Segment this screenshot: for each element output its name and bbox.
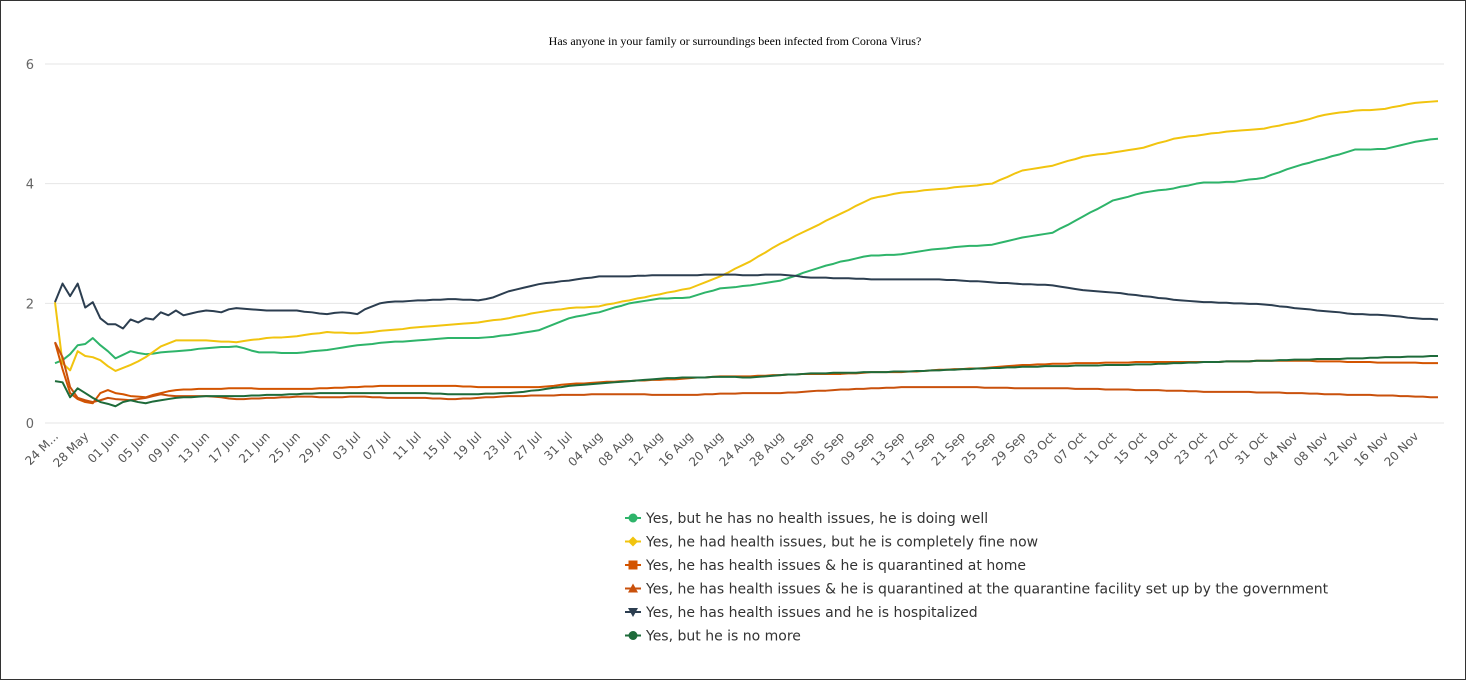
legend-marker: [628, 560, 638, 570]
legend-item: Yes, he has health issues & he is quaran…: [625, 582, 1329, 598]
legend-label: Yes, but he is no more: [645, 629, 801, 645]
series-line: [54, 273, 1439, 330]
legend-marker: [628, 583, 638, 593]
legend-label: Yes, he had health issues, but he is com…: [645, 535, 1038, 551]
legend-marker: [628, 536, 638, 547]
legend-marker: [628, 608, 638, 617]
series-line: [54, 341, 1438, 404]
y-tick-label: 6: [26, 58, 34, 73]
legend-label: Yes, he has health issues & he is quaran…: [645, 558, 1026, 574]
legend-item: Yes, he has health issues and he is hosp…: [625, 605, 978, 621]
legend-item: Yes, but he is no more: [625, 629, 801, 645]
series-line: [54, 354, 1438, 408]
y-tick-label: 4: [26, 178, 34, 193]
y-tick-label: 2: [26, 297, 34, 312]
y-tick-label: 0: [26, 417, 34, 432]
series-line: [54, 137, 1439, 365]
legend-item: Yes, he has health issues & he is quaran…: [625, 558, 1026, 574]
series-line: [54, 100, 1439, 372]
legend-label: Yes, he has health issues & he is quaran…: [645, 582, 1329, 598]
chart-title: Has anyone in your family or surrounding…: [549, 34, 922, 48]
legend-item: Yes, but he has no health issues, he is …: [625, 511, 988, 527]
legend-label: Yes, but he has no health issues, he is …: [645, 511, 988, 527]
legend-marker: [628, 631, 638, 640]
legend-item: Yes, he had health issues, but he is com…: [625, 535, 1038, 551]
legend-label: Yes, he has health issues and he is hosp…: [645, 605, 978, 621]
legend-marker: [628, 513, 638, 523]
